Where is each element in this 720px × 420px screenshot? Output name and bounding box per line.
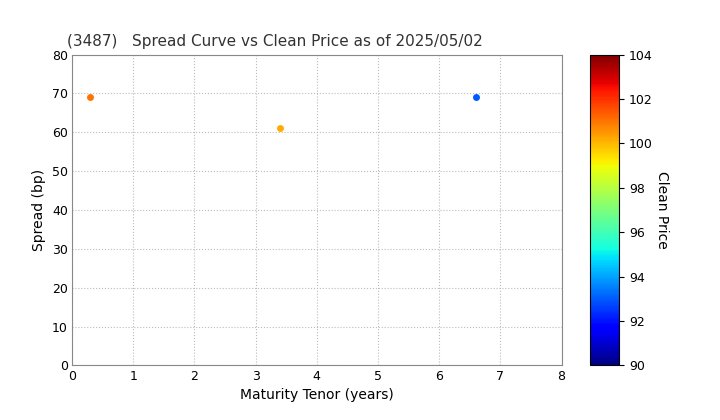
Text: (3487)   Spread Curve vs Clean Price as of 2025/05/02: (3487) Spread Curve vs Clean Price as of… [67,34,483,49]
Point [85,94,96,101]
Y-axis label: Clean Price: Clean Price [655,171,670,249]
X-axis label: Maturity Tenor (years): Maturity Tenor (years) [240,388,394,402]
Point [274,125,286,132]
Y-axis label: Spread (bp): Spread (bp) [32,169,46,251]
Point [470,94,482,101]
